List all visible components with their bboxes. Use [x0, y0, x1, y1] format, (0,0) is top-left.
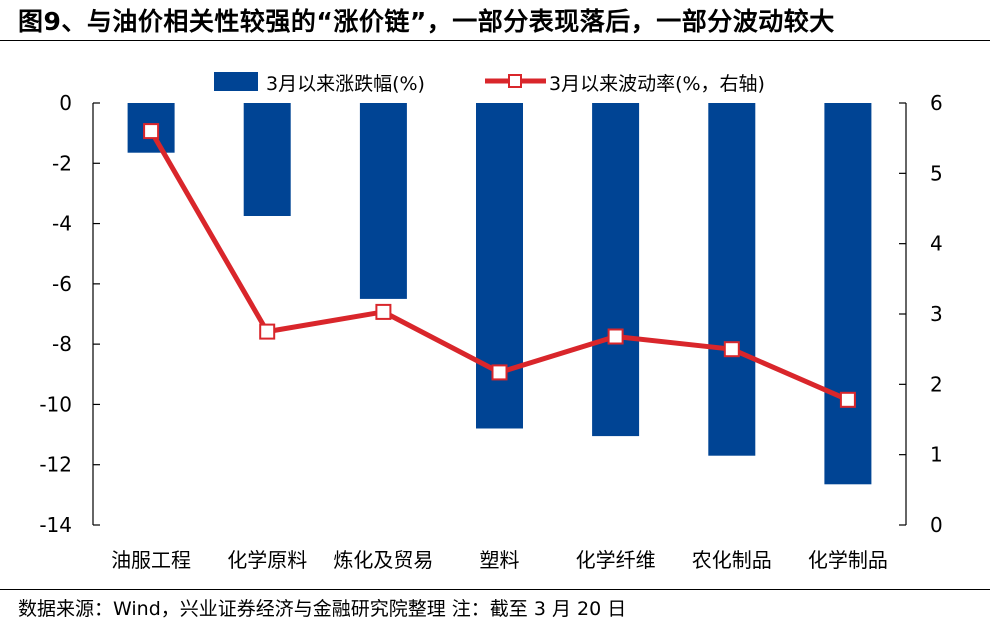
left-tick-label: -8: [52, 332, 72, 356]
bar: [243, 103, 291, 216]
category-label: 农化制品: [692, 548, 772, 572]
right-tick-label: 6: [930, 91, 943, 115]
chart-title: 图9、与油价相关性较强的“涨价链”，一部分表现落后，一部分波动较大: [18, 7, 835, 36]
category-label: 油服工程: [111, 548, 191, 572]
legend-bar-swatch: [214, 72, 258, 91]
category-label: 化学制品: [808, 548, 888, 572]
category-label: 塑料: [480, 548, 520, 572]
chart-canvas: 0 -2 -4 -6 -8 -10 -12 -14 6 5 4 3 2 1 0 油服工程 化学原料 炼化及贸易…: [39, 72, 943, 572]
legend: 3月以来涨跌幅(%) 3月以来波动率(%，右轴): [214, 72, 765, 95]
category-labels: 油服工程 化学原料 炼化及贸易 塑料 化学纤维 农化制品 化学制品: [111, 548, 888, 572]
left-tick-label: -12: [39, 453, 72, 477]
right-tick-label: 0: [930, 513, 943, 537]
right-tick-label: 5: [930, 161, 943, 185]
volatility-point: [723, 341, 740, 358]
left-tick-label: -6: [52, 272, 72, 296]
right-tick-label: 4: [930, 232, 943, 256]
right-tick-label: 2: [930, 372, 943, 396]
right-tick-label: 3: [930, 302, 943, 326]
category-label: 化学纤维: [576, 548, 656, 572]
bar: [708, 103, 756, 456]
volatility-point: [259, 323, 276, 340]
bar: [592, 103, 640, 437]
volatility-point: [491, 364, 508, 381]
right-tick-label: 1: [930, 443, 943, 467]
source-note: 数据来源：Wind，兴业证券经济与金融研究院整理 注：截至 3 月 20 日: [18, 598, 627, 620]
left-tick-label: -14: [39, 513, 72, 537]
left-tick-label: -10: [39, 392, 72, 416]
left-tick-label: -2: [52, 151, 72, 175]
volatility-point: [839, 391, 856, 408]
bars-layer: [127, 103, 872, 485]
line-layer: [143, 123, 856, 408]
title-divider: [0, 40, 990, 41]
bar: [824, 103, 872, 485]
volatility-point: [607, 328, 624, 345]
legend-line-marker: [508, 74, 522, 88]
bar: [359, 103, 407, 299]
right-axis-ticks: 6 5 4 3 2 1 0: [899, 91, 943, 537]
left-axis-ticks: 0 -2 -4 -6 -8 -10 -12 -14: [39, 91, 100, 537]
legend-bar-label: 3月以来涨跌幅(%): [266, 73, 425, 95]
left-tick-label: -4: [52, 212, 72, 236]
volatility-point: [143, 123, 160, 140]
legend-line-label: 3月以来波动率(%，右轴): [549, 73, 765, 95]
category-label: 化学原料: [227, 548, 307, 572]
left-tick-label: 0: [59, 91, 72, 115]
source-divider: [0, 589, 990, 590]
volatility-point: [375, 303, 392, 320]
category-label: 炼化及贸易: [333, 548, 433, 572]
